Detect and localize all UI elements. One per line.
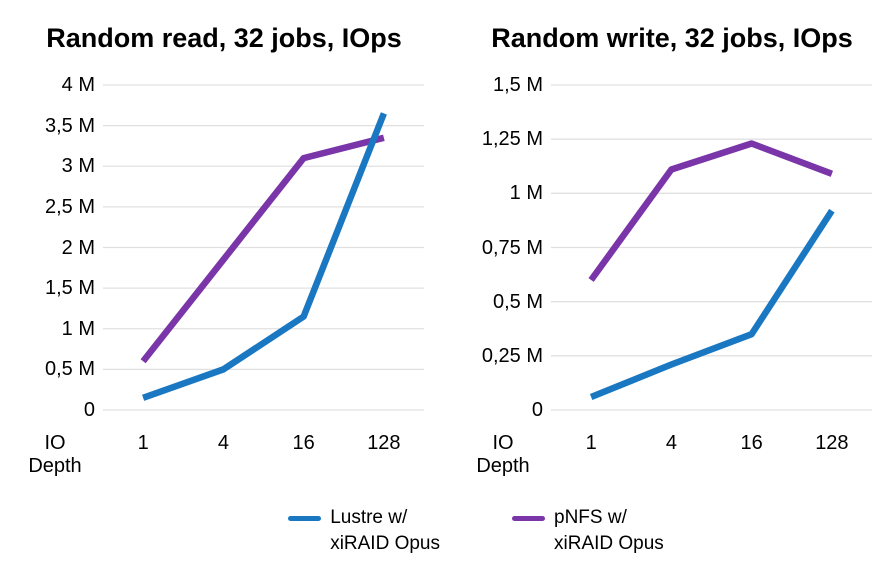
x-tick-label: 1 (137, 432, 149, 454)
chart-random-write: Random write, 32 jobs, IOps 0 0,25 M 0,5 M 0… (448, 0, 896, 492)
y-tick-label: 0,25 M (481, 344, 543, 367)
x-tick-label: 128 (815, 432, 849, 454)
x-axis-title: IO Depth (476, 432, 530, 477)
x-tick-label: 128 (367, 432, 401, 454)
x-tick-label: 1 (585, 432, 597, 454)
x-tick-label: 16 (740, 432, 763, 454)
y-tick-label: 1 M (509, 182, 543, 205)
legend-swatch (288, 516, 322, 521)
y-tick-label: 1,5 M (492, 74, 543, 96)
legend-item-pnfs: pNFS w/ xiRAID Opus (512, 505, 664, 557)
chart-title: Random write, 32 jobs, IOps (491, 23, 853, 53)
series-line-pnfs (140, 134, 385, 364)
y-tick-label: 0,5 M (44, 358, 95, 381)
y-tick-label: 2 M (61, 236, 95, 259)
legend: Lustre w/ xiRAID Opus pNFS w/ xiRAID Opus (28, 505, 896, 557)
y-tick-label: 4 M (61, 74, 95, 96)
legend-label: pNFS w/ xiRAID Opus (554, 507, 664, 554)
series-line-lustre (589, 208, 835, 401)
chart-random-read: Random read, 32 jobs, IOps 0 0,5 M 1 M 1,5 M… (0, 0, 448, 492)
y-tick-label: 0 (83, 399, 95, 421)
y-tick-label: 0,5 M (492, 290, 543, 313)
y-tick-label: 1,5 M (44, 277, 95, 300)
legend-label: Lustre w/ xiRAID Opus (330, 507, 440, 554)
y-tick-label: 0,75 M (481, 236, 543, 259)
chart-title: Random read, 32 jobs, IOps (46, 23, 402, 53)
x-tick-label: 4 (217, 432, 229, 454)
series-line-pnfs (588, 140, 834, 282)
x-axis-title: IO Depth (28, 432, 82, 477)
plot-area-svg (551, 84, 872, 411)
y-tick-label: 3,5 M (44, 114, 95, 137)
y-tick-label: 1 M (61, 317, 95, 340)
legend-item-lustre: Lustre w/ xiRAID Opus (288, 505, 440, 557)
y-tick-label: 0 (531, 399, 543, 421)
legend-swatch (512, 516, 545, 521)
x-tick-label: 4 (665, 432, 677, 454)
y-tick-label: 1,25 M (481, 128, 543, 151)
plot-area-svg (103, 84, 424, 411)
x-tick-label: 16 (292, 432, 315, 454)
series-line-lustre (142, 112, 387, 401)
y-tick-label: 3 M (61, 155, 95, 178)
y-tick-label: 2,5 M (44, 195, 95, 218)
